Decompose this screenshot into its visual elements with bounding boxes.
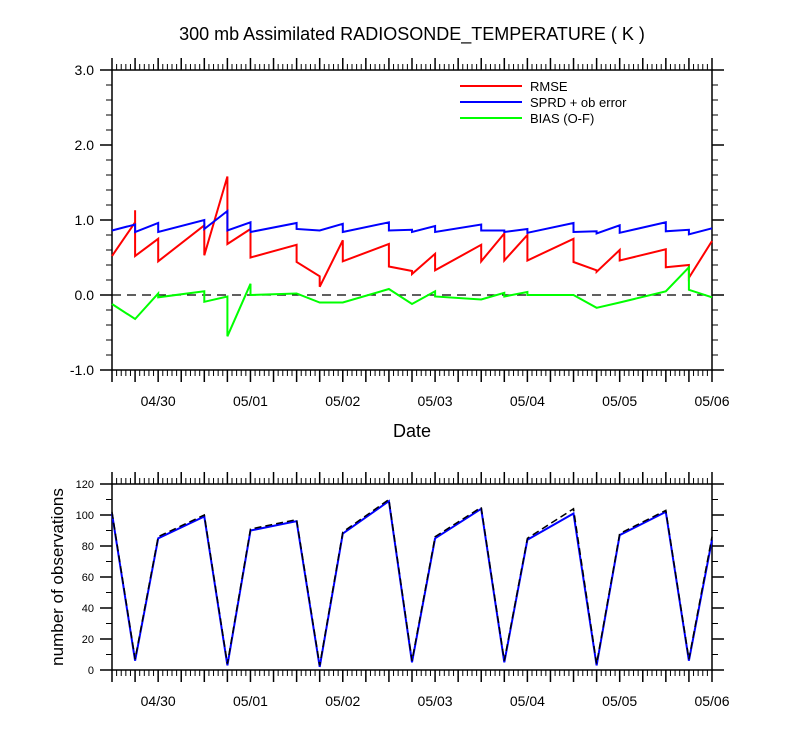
y-tick-label: 40 bbox=[82, 603, 94, 615]
bottom-x-tick-labels: 04/30 05/01 05/02 05/03 05/04 05/05 05/06 bbox=[141, 693, 730, 709]
top-axis-ticks bbox=[100, 58, 724, 382]
legend-label: BIAS (O-F) bbox=[530, 111, 594, 126]
bottom-plot-frame bbox=[111, 483, 713, 671]
series-line-solid-0 bbox=[111, 499, 713, 668]
x-axis-label: Date bbox=[393, 421, 431, 441]
legend-label: SPRD + ob error bbox=[530, 95, 627, 110]
y-tick-label: 3.0 bbox=[75, 62, 95, 78]
bottom-y-tick-labels: 0 20 40 60 80 100 120 bbox=[76, 479, 94, 677]
x-tick-label: 05/04 bbox=[510, 693, 545, 709]
x-tick-label: 05/01 bbox=[233, 693, 268, 709]
rmse-spread-bias-panel: -1.0 0.0 1.0 2.0 3.0 04/30 05/01 05/02 05/03 05/… bbox=[70, 58, 730, 441]
y-tick-label: 20 bbox=[82, 634, 94, 646]
x-tick-label: 05/03 bbox=[418, 693, 453, 709]
y-tick-label: -1.0 bbox=[70, 362, 94, 378]
series-line-bias-o-f bbox=[111, 264, 713, 337]
y-tick-label: 100 bbox=[76, 510, 94, 522]
x-tick-label: 05/05 bbox=[602, 693, 637, 709]
y-tick-label: 80 bbox=[82, 541, 94, 553]
x-tick-label: 05/06 bbox=[694, 693, 729, 709]
x-tick-label: 05/06 bbox=[694, 393, 729, 409]
x-tick-label: 05/01 bbox=[233, 393, 268, 409]
x-tick-label: 05/02 bbox=[325, 393, 360, 409]
x-tick-label: 04/30 bbox=[141, 693, 176, 709]
figure-title: 300 mb Assimilated RADIOSONDE_TEMPERATUR… bbox=[179, 24, 645, 45]
y-tick-label: 1.0 bbox=[75, 212, 95, 228]
x-tick-label: 05/04 bbox=[510, 393, 545, 409]
top-y-tick-labels: -1.0 0.0 1.0 2.0 3.0 bbox=[70, 62, 94, 378]
bottom-series-lines bbox=[111, 498, 713, 668]
y-tick-label: 0.0 bbox=[75, 287, 95, 303]
x-tick-label: 05/05 bbox=[602, 393, 637, 409]
y-tick-label: 2.0 bbox=[75, 137, 95, 153]
y-tick-label: 120 bbox=[76, 479, 94, 491]
x-tick-label: 04/30 bbox=[141, 393, 176, 409]
series-line-dashed-1 bbox=[111, 498, 713, 666]
y-tick-label: 0 bbox=[88, 665, 94, 677]
legend-label: RMSE bbox=[530, 79, 568, 94]
series-line-sprd-ob-error bbox=[111, 208, 713, 236]
y-tick-label: 60 bbox=[82, 572, 94, 584]
top-series-lines bbox=[111, 176, 713, 337]
x-tick-label: 05/03 bbox=[418, 393, 453, 409]
series-line-rmse bbox=[111, 176, 713, 288]
x-tick-label: 05/02 bbox=[325, 693, 360, 709]
y-axis-label-observations: number of observations bbox=[48, 488, 67, 666]
bottom-axis-ticks bbox=[100, 472, 724, 682]
top-x-tick-labels: 04/30 05/01 05/02 05/03 05/04 05/05 05/06 bbox=[141, 393, 730, 409]
observation-count-panel: 0 20 40 60 80 100 120 04/30 05/01 05/02 05/03 05/0… bbox=[48, 472, 730, 709]
